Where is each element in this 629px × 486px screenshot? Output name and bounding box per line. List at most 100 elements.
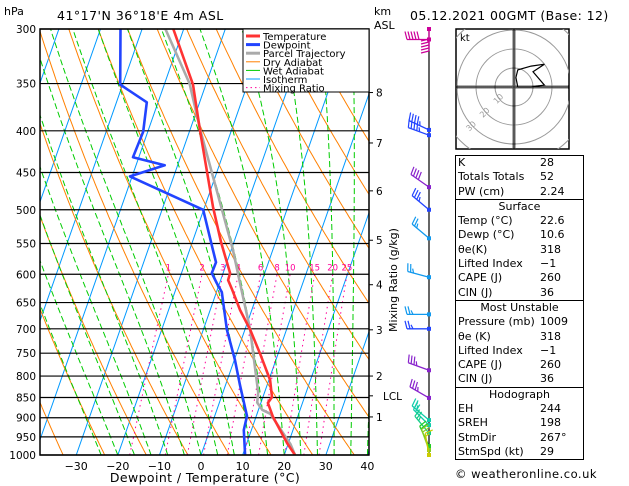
barb-station [427, 395, 431, 400]
dry-adiabat-line [215, 29, 369, 305]
x-tick-label: 20 [277, 460, 291, 473]
barb-station [427, 185, 431, 190]
x-tick-label: 10 [236, 460, 250, 473]
indices-table: K 28 Totals Totals 52 PW (cm) 2.24 Surface Temp… [455, 155, 584, 461]
legend-label: Isotherm [263, 75, 307, 86]
pressure-tick-label: 800 [16, 371, 36, 383]
barb-feather [410, 166, 415, 175]
pressure-tick-label: 650 [16, 298, 36, 310]
barb-feather [416, 31, 420, 40]
barb-feather [412, 168, 417, 177]
index-value: 318 [540, 242, 561, 256]
index-value: 260 [540, 271, 561, 285]
pressure-unit-label: hPa [4, 5, 24, 18]
hodograph-section: Hodograph EH 244 SREH 198 StmDir 267° StmSpd (k… [455, 386, 584, 461]
index-row: CIN (J) 36 [456, 286, 583, 300]
mixing-ratio-axis-label: Mixing Ratio (g/kg) [387, 228, 400, 332]
barb-feather [419, 420, 427, 427]
barb-feather [414, 409, 421, 417]
wind-barb [409, 378, 431, 400]
barb-feather [412, 268, 415, 274]
km-tick-label: 8 [376, 88, 383, 100]
wet-adiabat-line [40, 113, 169, 455]
index-value: 29 [540, 444, 554, 458]
barb-station [427, 448, 431, 453]
barb-station [427, 236, 431, 241]
barb-feather [411, 187, 417, 196]
index-row: CAPE (J) 260 [456, 358, 583, 372]
isotherm-line [200, 29, 351, 455]
barb-feather [407, 31, 411, 40]
x-axis-label: Dewpoint / Temperature (°C) [110, 470, 300, 485]
pressure-tick-label: 550 [16, 238, 36, 250]
barb-station [427, 37, 431, 42]
location-title: 41°17'N 36°18'E 4m ASL [57, 8, 224, 23]
wind-barb [404, 31, 431, 42]
barb-station [427, 453, 431, 457]
index-value: 10.6 [540, 228, 565, 242]
temperature-line [172, 29, 297, 455]
dry-adiabat-line [40, 307, 106, 455]
km-tick-label: 6 [376, 186, 383, 198]
barb-feather [416, 122, 419, 131]
isotherm-line [283, 211, 369, 455]
barb-feather [420, 41, 430, 45]
barb-feather [422, 427, 430, 433]
index-label: Lifted Index [458, 343, 523, 357]
barb-station [427, 423, 431, 428]
index-row: Lifted Index −1 [456, 257, 583, 271]
barb-staff [411, 195, 430, 211]
dry-adiabat-line [127, 29, 355, 455]
x-tick-label: −20 [106, 460, 129, 473]
barb-feather [418, 196, 421, 202]
wind-barb [424, 429, 433, 457]
index-label: PW (cm) [458, 184, 505, 198]
barb-station [427, 133, 431, 138]
barb-feather [421, 424, 429, 430]
wind-barb [407, 263, 431, 280]
index-row: StmDir 267° [456, 431, 583, 445]
pressure-tick-label: 850 [16, 392, 36, 404]
barb-feather [417, 171, 422, 180]
barb-feather [418, 416, 422, 422]
x-tick-label: 40 [360, 460, 374, 473]
index-row: StmSpd (kt) 29 [456, 445, 583, 459]
barb-staff [410, 173, 430, 188]
barb-feather [415, 361, 418, 366]
index-label: CIN (J) [458, 372, 493, 386]
index-value: 1009 [540, 315, 568, 329]
pressure-tick-label: 750 [16, 348, 36, 360]
mixing-ratio-label: 8 [274, 263, 279, 273]
mixing-ratio-label: 1 [166, 263, 171, 273]
dry-adiabat-line [624, 23, 629, 455]
barb-station [427, 418, 431, 423]
mixing-ratio-line [303, 274, 334, 455]
barb-staff [411, 223, 430, 239]
index-label: SREH [458, 416, 488, 430]
isotherm-line [158, 29, 310, 455]
barb-feather [420, 50, 430, 54]
wet-adiabat-line [282, 29, 318, 455]
index-label: Temp (°C) [458, 214, 513, 228]
km-tick-label: LCL [383, 391, 402, 403]
x-axis-ticks: −30 −20 −10 0 10 20 30 40 [65, 460, 375, 473]
surface-section: Surface Temp (°C) 22.6 Dewp (°C) 10.6 θe(K) 31… [455, 198, 584, 300]
index-row: CAPE (J) 260 [456, 271, 583, 285]
barb-feather [411, 380, 416, 389]
pressure-tick-label: 450 [16, 167, 36, 179]
index-value: −1 [540, 257, 557, 271]
wet-adiabat-line [40, 165, 152, 455]
section-title: Surface [498, 199, 541, 213]
pressure-tick-label: 500 [16, 205, 36, 217]
index-row: K 28 [456, 156, 583, 170]
index-row: θe (K) 318 [456, 330, 583, 344]
index-row: Temp (°C) 22.6 [456, 214, 583, 228]
index-label: θe (K) [458, 329, 491, 343]
index-label: CAPE (J) [458, 358, 503, 372]
barb-feather [404, 306, 408, 315]
barb-feather [420, 47, 430, 51]
dry-adiabat-line [40, 401, 64, 455]
wet-adiabat-line [126, 29, 252, 455]
wind-barb [404, 306, 431, 317]
